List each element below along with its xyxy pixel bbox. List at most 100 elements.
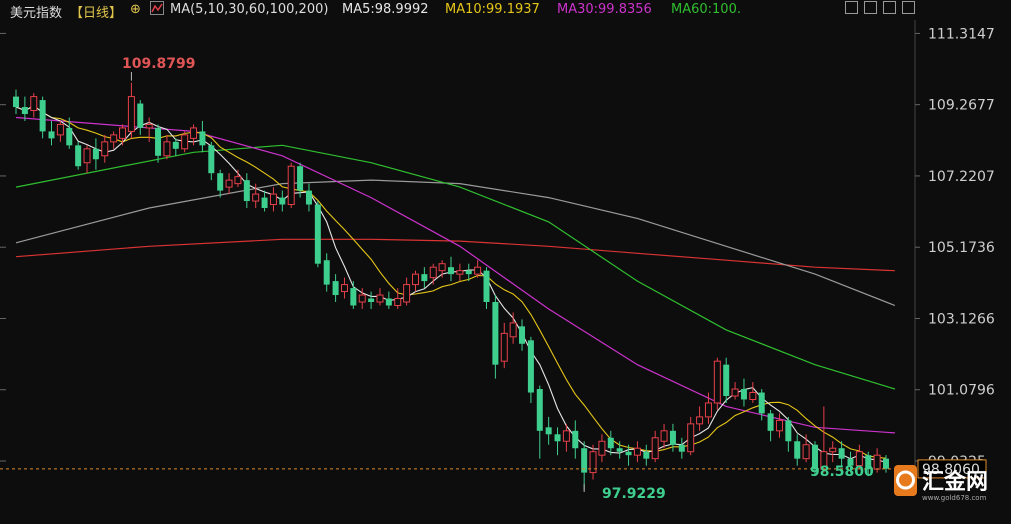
period-selector[interactable]: 【日线】 bbox=[70, 6, 123, 21]
candle-body-73 bbox=[660, 430, 668, 442]
candle-body-83 bbox=[749, 392, 757, 400]
candle-body-36 bbox=[332, 281, 339, 296]
candle-body-23 bbox=[217, 173, 224, 191]
candle-body-62 bbox=[562, 430, 570, 442]
candle-body-94 bbox=[847, 458, 854, 466]
annotation-high: 109.8799 bbox=[122, 56, 196, 72]
candle-body-14 bbox=[137, 103, 144, 128]
candle-body-0 bbox=[13, 96, 19, 108]
ma-indicator-label: MA(5,10,30,60,100,200) bbox=[170, 2, 329, 17]
candle-body-56 bbox=[509, 322, 517, 338]
candle-body-49 bbox=[448, 267, 454, 275]
candle-body-92 bbox=[829, 447, 837, 453]
candle-body-37 bbox=[340, 284, 348, 293]
candle-body-51 bbox=[465, 270, 472, 275]
candle-body-95 bbox=[855, 451, 863, 467]
candle-body-17 bbox=[163, 141, 171, 157]
candle-body-54 bbox=[492, 302, 499, 365]
y-tick-label-4: 103.1266 bbox=[928, 311, 995, 327]
candle-body-63 bbox=[572, 430, 579, 449]
candle-body-10 bbox=[101, 141, 109, 157]
candle-body-70 bbox=[633, 447, 641, 456]
candle-body-12 bbox=[119, 127, 127, 139]
symbol-name[interactable]: 美元指数 bbox=[10, 6, 63, 21]
candle-body-33 bbox=[305, 190, 312, 205]
candle-body-21 bbox=[199, 131, 206, 146]
candle-body-22 bbox=[208, 145, 215, 174]
candle-body-97 bbox=[873, 454, 881, 470]
ma100-line bbox=[15, 179, 896, 307]
candle-body-3 bbox=[39, 100, 46, 132]
candle-body-39 bbox=[358, 294, 366, 303]
candle-body-93 bbox=[838, 448, 845, 459]
y-tick-label-1: 109.2677 bbox=[928, 98, 995, 114]
candle-body-27 bbox=[252, 193, 260, 202]
candle-body-41 bbox=[376, 294, 384, 303]
candle-body-90 bbox=[811, 444, 818, 470]
candle-body-53 bbox=[483, 270, 490, 302]
add-indicator-icon[interactable]: ⊕ bbox=[130, 2, 141, 17]
candle-body-8 bbox=[83, 148, 91, 164]
expand-icon[interactable] bbox=[864, 1, 877, 14]
ma60-value: MA60:100. bbox=[671, 2, 741, 17]
logo-brand: 汇金网 bbox=[922, 469, 988, 495]
candle-body-85 bbox=[767, 413, 774, 431]
candle-body-45 bbox=[411, 273, 419, 286]
candle-body-88 bbox=[794, 441, 801, 459]
settings-icon[interactable] bbox=[902, 1, 915, 14]
logo-url: www.gold678.com bbox=[922, 494, 987, 502]
candle-body-9 bbox=[92, 148, 99, 160]
annotation-low: 97.9229 bbox=[602, 486, 666, 502]
ma-indicator-icon[interactable] bbox=[150, 1, 165, 19]
y-tick-label-5: 101.0796 bbox=[928, 383, 995, 399]
ma60-line bbox=[15, 144, 896, 390]
ma10-line bbox=[15, 105, 887, 459]
candle-body-7 bbox=[75, 145, 82, 167]
candle-body-31 bbox=[287, 165, 295, 206]
annotation-recent-low: 98.5800 bbox=[810, 464, 874, 480]
candle-body-71 bbox=[643, 451, 650, 459]
candle-body-29 bbox=[269, 193, 277, 206]
ma10-value: MA10:99.1937 bbox=[445, 2, 540, 17]
candle-body-89 bbox=[802, 444, 810, 460]
candle-body-61 bbox=[554, 434, 561, 442]
candle-body-87 bbox=[785, 420, 792, 442]
candle-body-16 bbox=[155, 127, 162, 156]
candle-body-82 bbox=[740, 389, 747, 400]
candle-body-47 bbox=[429, 266, 437, 279]
candle-body-84 bbox=[758, 392, 765, 414]
ma30-line bbox=[15, 116, 895, 434]
candle-body-69 bbox=[625, 451, 632, 456]
chart-header: 美元指数 【日线】 ⊕ MA(5,10,30,60,100,200) MA5:9… bbox=[0, 0, 1011, 21]
layout-icon[interactable] bbox=[883, 1, 896, 14]
candle-body-79 bbox=[713, 360, 721, 404]
candle-body-35 bbox=[323, 260, 330, 285]
ma5-value: MA5:98.9992 bbox=[342, 2, 429, 17]
candle-body-30 bbox=[279, 197, 286, 205]
candle-body-98 bbox=[883, 458, 889, 469]
candle-body-76 bbox=[687, 423, 695, 453]
candle-body-59 bbox=[536, 389, 543, 431]
candle-body-38 bbox=[350, 288, 357, 306]
current-price-label: 98.8060 bbox=[922, 462, 980, 478]
candle-body-68 bbox=[616, 448, 623, 452]
y-tick-label-0: 111.3147 bbox=[928, 26, 995, 42]
candle-body-75 bbox=[678, 444, 685, 452]
move-icon[interactable] bbox=[845, 1, 858, 14]
current-price-box bbox=[917, 459, 987, 479]
candle-body-26 bbox=[243, 180, 250, 202]
candle-body-19 bbox=[181, 134, 189, 150]
candle-body-52 bbox=[474, 266, 482, 275]
candle-body-77 bbox=[696, 416, 704, 425]
candle-body-43 bbox=[394, 298, 402, 306]
candle-body-32 bbox=[297, 166, 304, 191]
candle-body-65 bbox=[589, 451, 597, 474]
candle-body-48 bbox=[438, 263, 446, 272]
candle-body-2 bbox=[30, 96, 38, 112]
candle-body-46 bbox=[421, 274, 428, 282]
candle-body-55 bbox=[500, 332, 508, 362]
candle-body-96 bbox=[865, 455, 872, 470]
candle-body-13 bbox=[127, 96, 135, 132]
candle-body-24 bbox=[225, 179, 233, 188]
